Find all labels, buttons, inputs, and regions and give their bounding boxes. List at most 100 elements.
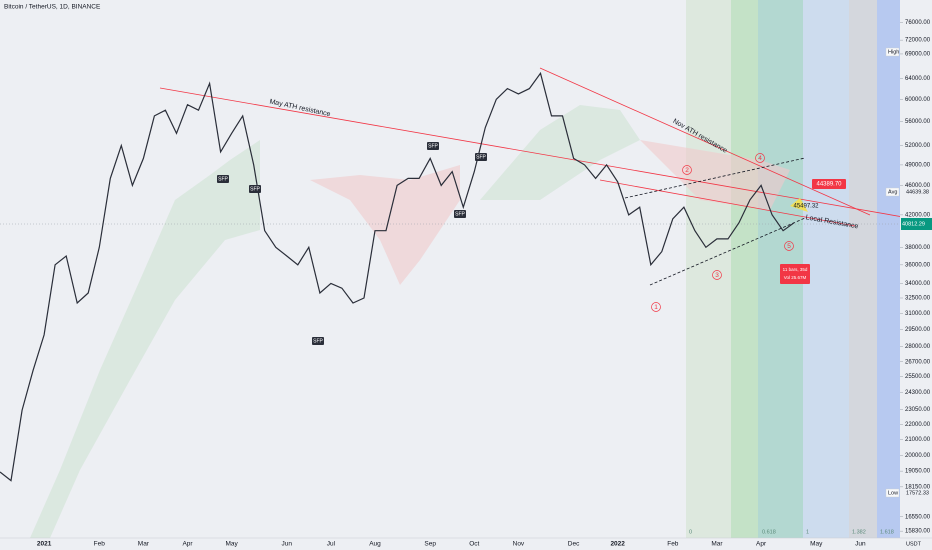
x-tick-label: Feb (667, 541, 679, 548)
y-tick-label: 15830.00 (905, 529, 931, 535)
price-box (812, 179, 846, 189)
y-tick-label: 18150.00 (905, 484, 931, 490)
x-tick-label: Dec (568, 541, 580, 548)
trend-line (599, 179, 856, 227)
fib-zone (877, 0, 900, 538)
price-note: 45497.32 (793, 204, 819, 210)
price-tag: 40812.29 (902, 221, 925, 227)
chart-title: Bitcoin / TetherUS, 1D, BINANCE (4, 4, 101, 11)
fib-level: 1.382 (852, 529, 866, 535)
y-tick-label: 29500.00 (905, 327, 931, 333)
wave-label: 2 (685, 167, 689, 174)
x-tick-label: 2021 (37, 541, 52, 548)
price-tag: High (888, 49, 899, 55)
x-tick-label: Jul (327, 541, 336, 548)
sfp-label: SFP (313, 338, 323, 344)
trend-line (159, 87, 932, 223)
tag-box (885, 187, 900, 197)
x-tick-label: Jun (855, 541, 866, 548)
sfp-label: SFP (455, 211, 465, 217)
y-tick-label: 49000.00 (905, 162, 931, 168)
price-tag: 17572.33 (906, 490, 929, 496)
sfp-box (249, 185, 261, 193)
y-tick-label: 42000.00 (905, 212, 931, 218)
sfp-box (217, 175, 229, 183)
wave-circle (682, 165, 692, 175)
y-tick-label: 64000.00 (905, 76, 931, 82)
price-axis (900, 0, 932, 538)
x-tick-label: 2022 (610, 541, 625, 548)
fib-level: 1.618 (880, 529, 894, 535)
cloud (480, 105, 640, 200)
wave-circle (755, 153, 765, 163)
y-tick-label: 23050.00 (905, 407, 931, 413)
highlight (790, 198, 808, 212)
x-tick-label: Jun (282, 541, 293, 548)
cloud (310, 165, 460, 285)
trend-line (649, 217, 806, 286)
y-tick-label: 76000.00 (905, 20, 931, 26)
sfp-label: SFP (250, 186, 260, 192)
trend-line (624, 157, 806, 199)
y-tick-label: 16550.00 (905, 514, 931, 520)
fib-zone (849, 0, 877, 538)
y-tick-label: 22000.00 (905, 422, 931, 428)
range-label: 11 bars, 35d (783, 267, 808, 272)
x-tick-label: Mar (711, 541, 723, 548)
x-tick-label: Apr (756, 541, 767, 548)
fib-zone (731, 0, 758, 538)
y-tick-label: 69000.00 (905, 52, 931, 58)
wave-circle (651, 302, 661, 312)
tag-box (885, 488, 900, 498)
y-tick-label: 46000.00 (905, 183, 931, 189)
y-tick-label: 28000.00 (905, 344, 931, 350)
x-tick-label: Sep (424, 541, 436, 548)
y-tick-label: 72000.00 (905, 38, 931, 44)
y-tick-label: 56000.00 (905, 119, 931, 125)
y-tick-label: 24300.00 (905, 390, 931, 396)
sfp-box (454, 210, 466, 218)
sfp-box (427, 142, 439, 150)
tag-box (901, 218, 932, 230)
x-tick-label: Nov (513, 541, 525, 548)
y-tick-label: 26700.00 (905, 359, 931, 365)
y-tick-label: 19050.00 (905, 469, 931, 475)
sfp-box (312, 337, 324, 345)
y-tick-label: 36000.00 (905, 262, 931, 268)
trend-line (539, 67, 871, 216)
y-tick-label: 60000.00 (905, 97, 931, 103)
wave-label: 3 (715, 272, 719, 279)
tag-box (885, 47, 900, 57)
y-tick-label: 25500.00 (905, 374, 931, 380)
x-tick-label: Mar (138, 541, 150, 548)
y-tick-label: 21000.00 (905, 437, 931, 443)
price-line (0, 71, 795, 482)
wave-label: 1 (654, 304, 658, 311)
cloud (640, 140, 790, 210)
wave-label: 5 (787, 243, 791, 250)
fib-level: 1 (806, 529, 809, 535)
x-tick-label: Oct (469, 541, 479, 548)
sfp-label: SFP (476, 154, 486, 160)
fib-level: 0.618 (762, 529, 776, 535)
x-tick-label: Aug (369, 541, 381, 548)
price-tag: 44639.38 (906, 189, 929, 195)
range-label: Vol 25.67M (784, 275, 807, 280)
y-tick-label: 31000.00 (905, 311, 931, 317)
fib-level: 0 (689, 529, 692, 535)
price-tag: Low (888, 490, 898, 496)
wave-circle (784, 241, 794, 251)
range-box (780, 264, 810, 284)
sfp-box (475, 153, 487, 161)
x-tick-label: May (225, 541, 238, 548)
price-box-label: 44389.70 (816, 182, 842, 188)
y-tick-label: 20000.00 (905, 453, 931, 459)
price-tag: USDT (906, 541, 922, 547)
y-tick-label: 52000.00 (905, 143, 931, 149)
sfp-label: SFP (428, 143, 438, 149)
y-tick-label: 34000.00 (905, 281, 931, 287)
x-tick-label: Apr (182, 541, 193, 548)
y-tick-label: 38000.00 (905, 245, 931, 251)
price-tag: Avg (888, 189, 897, 195)
